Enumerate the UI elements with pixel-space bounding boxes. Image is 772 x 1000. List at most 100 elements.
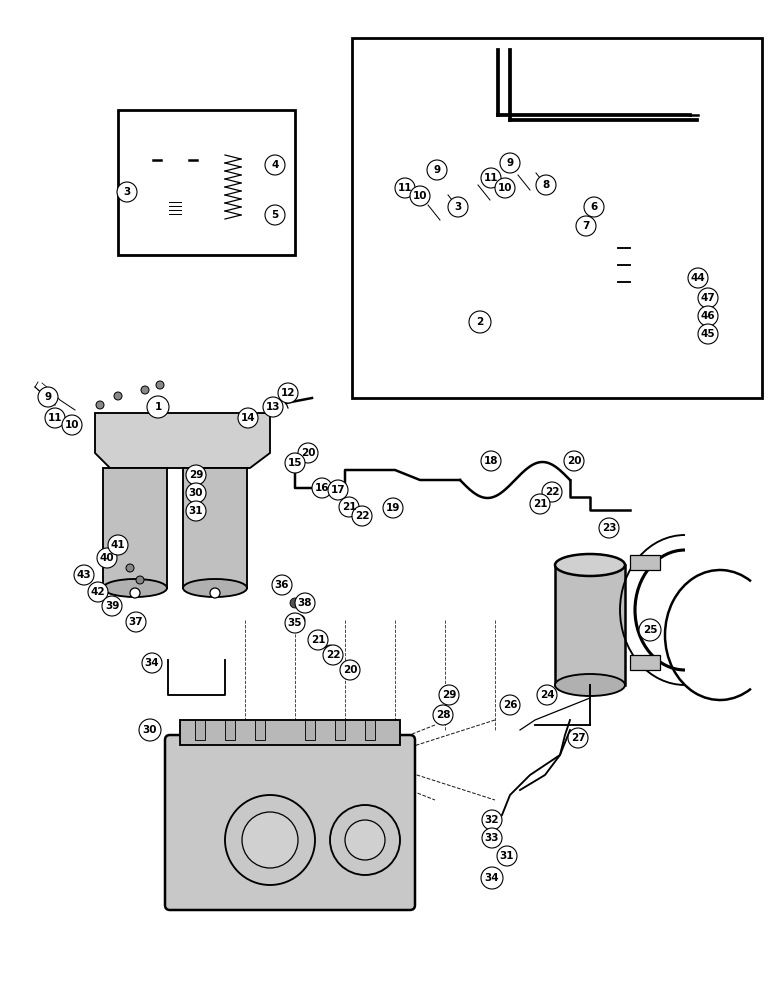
Circle shape bbox=[114, 546, 122, 554]
Circle shape bbox=[38, 387, 58, 407]
Circle shape bbox=[156, 381, 164, 389]
Text: 24: 24 bbox=[540, 690, 554, 700]
Text: 19: 19 bbox=[386, 503, 400, 513]
Bar bbox=[528, 273, 582, 373]
Circle shape bbox=[564, 451, 584, 471]
Circle shape bbox=[88, 582, 108, 602]
Circle shape bbox=[141, 386, 149, 394]
Text: 21: 21 bbox=[342, 502, 356, 512]
Text: 14: 14 bbox=[241, 413, 256, 423]
Bar bbox=[103, 468, 167, 588]
Circle shape bbox=[278, 383, 298, 403]
Text: 38: 38 bbox=[298, 598, 312, 608]
Circle shape bbox=[117, 182, 137, 202]
Circle shape bbox=[543, 183, 553, 193]
Circle shape bbox=[455, 205, 465, 215]
Bar bbox=[695, 302, 702, 309]
Circle shape bbox=[130, 588, 140, 598]
Circle shape bbox=[126, 612, 146, 632]
Circle shape bbox=[328, 480, 348, 500]
Circle shape bbox=[500, 153, 520, 173]
Text: 32: 32 bbox=[485, 815, 499, 825]
Text: 39: 39 bbox=[105, 601, 119, 611]
Text: 20: 20 bbox=[567, 456, 581, 466]
Circle shape bbox=[340, 660, 360, 680]
Bar bbox=[180, 720, 400, 745]
Text: 27: 27 bbox=[571, 733, 585, 743]
Bar bbox=[555, 565, 625, 685]
Text: 20: 20 bbox=[343, 665, 357, 675]
Circle shape bbox=[639, 619, 661, 641]
Circle shape bbox=[395, 178, 415, 198]
Ellipse shape bbox=[103, 579, 167, 597]
Text: 35: 35 bbox=[288, 618, 303, 628]
Circle shape bbox=[45, 408, 65, 428]
Bar bbox=[630, 655, 660, 670]
Circle shape bbox=[537, 685, 557, 705]
Circle shape bbox=[323, 645, 343, 665]
Circle shape bbox=[542, 482, 562, 502]
Bar bbox=[352, 38, 762, 398]
Circle shape bbox=[139, 719, 161, 741]
Circle shape bbox=[460, 373, 470, 383]
Text: 12: 12 bbox=[281, 388, 295, 398]
Circle shape bbox=[238, 408, 258, 428]
Text: 42: 42 bbox=[90, 587, 105, 597]
Text: 11: 11 bbox=[484, 173, 498, 183]
Circle shape bbox=[325, 645, 335, 655]
Circle shape bbox=[339, 497, 359, 517]
Bar bbox=[118, 110, 295, 255]
Text: 43: 43 bbox=[76, 570, 91, 580]
Text: 20: 20 bbox=[301, 448, 315, 458]
Circle shape bbox=[263, 397, 283, 417]
Circle shape bbox=[439, 685, 459, 705]
Circle shape bbox=[576, 216, 596, 236]
Circle shape bbox=[108, 535, 128, 555]
Text: 11: 11 bbox=[48, 413, 63, 423]
Circle shape bbox=[242, 812, 298, 868]
Circle shape bbox=[312, 478, 332, 498]
Circle shape bbox=[265, 205, 285, 225]
Polygon shape bbox=[223, 191, 243, 209]
Bar bbox=[335, 720, 345, 740]
Circle shape bbox=[186, 483, 206, 503]
Circle shape bbox=[611, 258, 625, 272]
Circle shape bbox=[482, 810, 502, 830]
Bar bbox=[255, 720, 265, 740]
Text: 18: 18 bbox=[484, 456, 498, 466]
Circle shape bbox=[352, 506, 372, 526]
Text: 16: 16 bbox=[315, 483, 329, 493]
Circle shape bbox=[448, 197, 468, 217]
Circle shape bbox=[186, 465, 206, 485]
Text: 6: 6 bbox=[591, 202, 598, 212]
Ellipse shape bbox=[183, 579, 247, 597]
Text: 3: 3 bbox=[124, 187, 130, 197]
Circle shape bbox=[308, 630, 328, 650]
Circle shape bbox=[599, 518, 619, 538]
Circle shape bbox=[193, 156, 201, 164]
Text: 45: 45 bbox=[701, 329, 716, 339]
Circle shape bbox=[136, 576, 144, 584]
Circle shape bbox=[481, 867, 503, 889]
Text: 22: 22 bbox=[545, 487, 559, 497]
Text: 36: 36 bbox=[275, 580, 290, 590]
Circle shape bbox=[482, 828, 502, 848]
Text: 31: 31 bbox=[188, 506, 203, 516]
Polygon shape bbox=[163, 172, 187, 200]
Circle shape bbox=[290, 598, 300, 608]
Text: 10: 10 bbox=[498, 183, 513, 193]
Circle shape bbox=[481, 451, 501, 471]
Bar bbox=[365, 720, 375, 740]
Circle shape bbox=[505, 188, 515, 198]
Circle shape bbox=[265, 155, 285, 175]
Text: 10: 10 bbox=[65, 420, 80, 430]
Circle shape bbox=[345, 820, 385, 860]
Text: 10: 10 bbox=[413, 191, 427, 201]
Text: 33: 33 bbox=[485, 833, 499, 843]
Text: 25: 25 bbox=[643, 625, 657, 635]
Text: 30: 30 bbox=[143, 725, 157, 735]
Circle shape bbox=[536, 175, 556, 195]
Circle shape bbox=[688, 268, 708, 288]
Bar bbox=[630, 555, 660, 570]
Circle shape bbox=[164, 149, 186, 171]
